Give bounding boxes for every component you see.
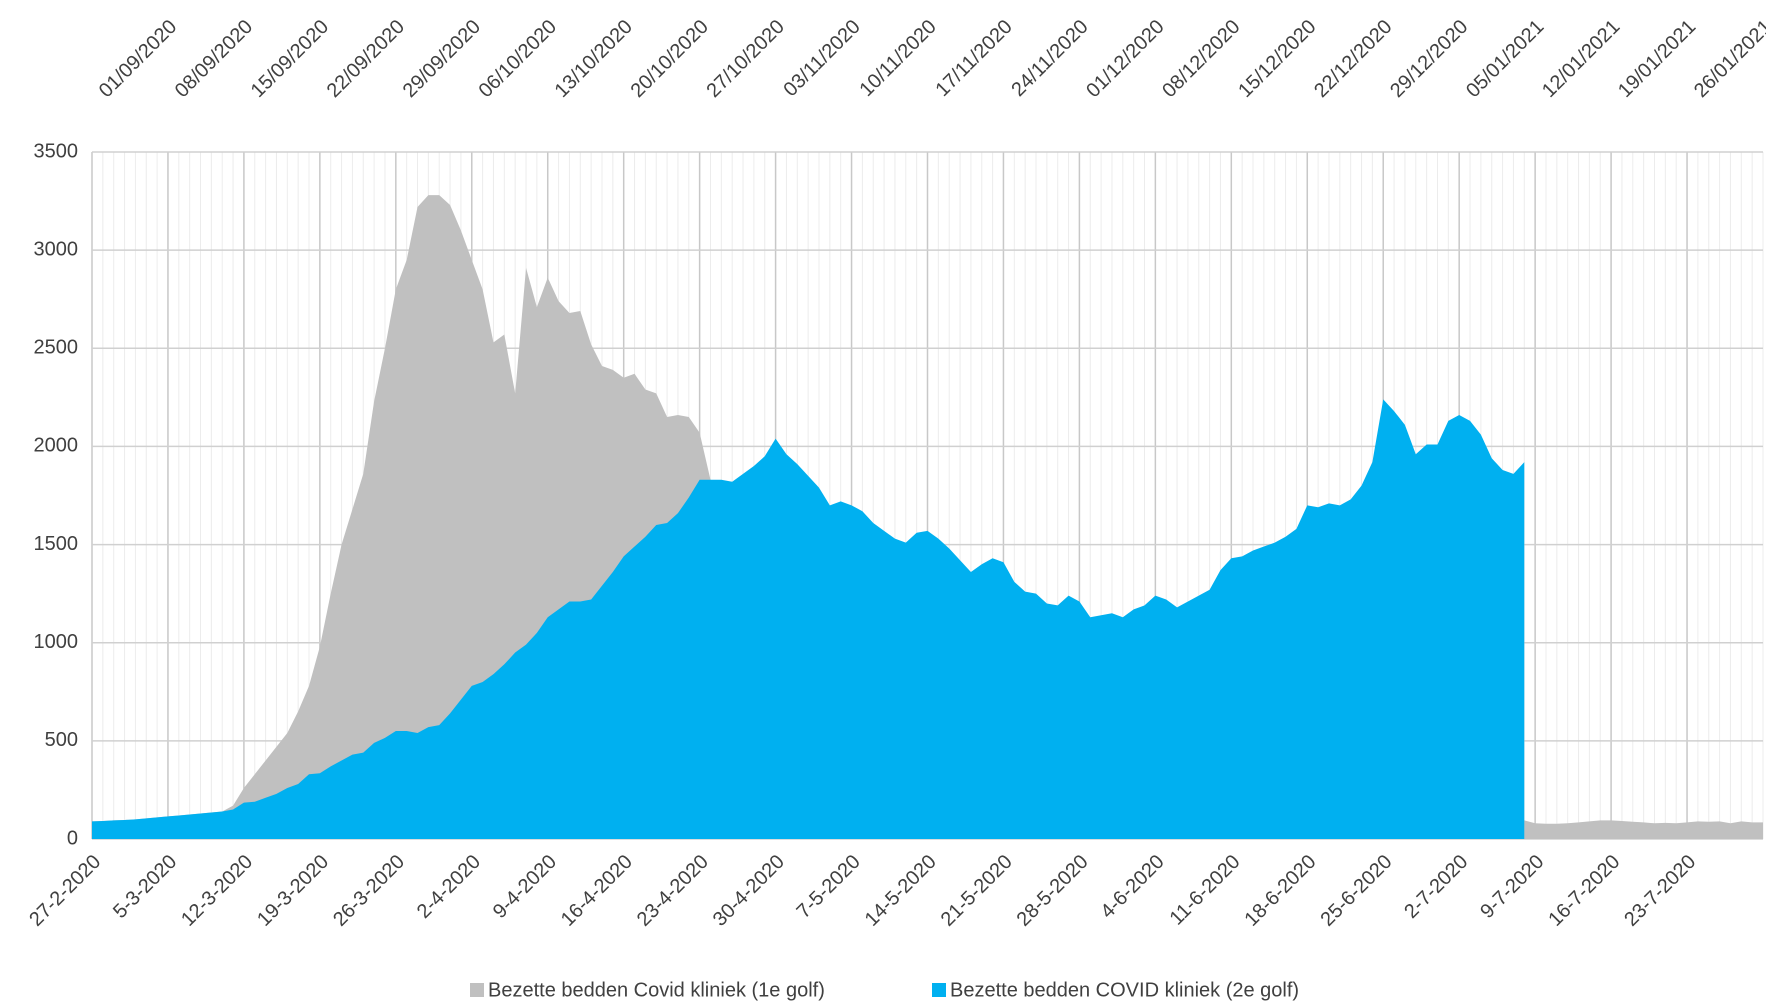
- x-tick-label: 30-4-2020: [709, 851, 789, 931]
- x-tick-label: 23-4-2020: [633, 851, 713, 931]
- x2-tick-label: 27/10/2020: [703, 16, 789, 102]
- y-tick-label: 2500: [34, 337, 79, 359]
- x-tick-label: 11-6-2020: [1166, 851, 1245, 930]
- x2-tick-label: 13/10/2020: [551, 16, 637, 102]
- x2-tick-label: 15/09/2020: [247, 16, 333, 102]
- x-tick-label: 25-6-2020: [1316, 851, 1396, 931]
- x-tick-label: 19-3-2020: [253, 851, 333, 931]
- x2-tick-label: 15/12/2020: [1234, 16, 1320, 102]
- x2-tick-label: 01/12/2020: [1082, 16, 1168, 102]
- x-tick-label: 9-7-2020: [1476, 851, 1548, 923]
- x2-tick-label: 17/11/2020: [931, 16, 1016, 101]
- x2-tick-label: 06/10/2020: [475, 16, 561, 102]
- x2-tick-label: 29/12/2020: [1386, 16, 1472, 102]
- x2-tick-label: 29/09/2020: [399, 16, 485, 102]
- x-tick-label: 2-4-2020: [413, 851, 485, 923]
- legend-label: Bezette bedden COVID kliniek (2e golf): [950, 979, 1299, 1001]
- y-tick-label: 3000: [34, 238, 79, 260]
- x2-tick-label: 08/09/2020: [171, 16, 257, 102]
- x-tick-label: 26-3-2020: [329, 851, 409, 931]
- x-tick-label: 14-5-2020: [861, 851, 941, 931]
- x2-tick-label: 10/11/2020: [855, 16, 940, 101]
- legend-label: Bezette bedden Covid kliniek (1e golf): [488, 979, 825, 1001]
- x-tick-label: 5-3-2020: [109, 851, 181, 923]
- x-tick-label: 27-2-2020: [25, 851, 105, 931]
- x-tick-label: 16-4-2020: [557, 851, 637, 931]
- legend-swatch: [470, 983, 484, 997]
- x2-tick-label: 22/09/2020: [323, 16, 409, 102]
- area: [92, 399, 1525, 839]
- x2-tick-label: 26/01/2021: [1690, 16, 1766, 102]
- x2-tick-label: 24/11/2020: [1007, 16, 1092, 101]
- x-tick-label: 28-5-2020: [1013, 851, 1093, 931]
- x2-tick-label: 05/01/2021: [1462, 16, 1548, 102]
- x2-tick-label: 19/01/2021: [1614, 16, 1700, 102]
- x2-tick-label: 03/11/2020: [780, 16, 865, 101]
- x2-tick-label: 12/01/2021: [1538, 16, 1624, 102]
- x2-tick-label: 22/12/2020: [1310, 16, 1396, 102]
- x-tick-label: 18-6-2020: [1241, 851, 1321, 931]
- y-tick-label: 2000: [34, 435, 79, 457]
- x-tick-label: 7-5-2020: [793, 851, 865, 923]
- y-tick-label: 0: [67, 827, 78, 849]
- x2-tick-label: 01/09/2020: [95, 16, 181, 102]
- x2-tick-label: 20/10/2020: [627, 16, 713, 102]
- x-tick-label: 21-5-2020: [937, 851, 1017, 931]
- legend: Bezette bedden Covid kliniek (1e golf) Be…: [470, 979, 1299, 1001]
- x-tick-label: 23-7-2020: [1620, 851, 1700, 931]
- y-tick-label: 1500: [34, 533, 79, 555]
- x-tick-label: 2-7-2020: [1400, 851, 1472, 923]
- x-tick-label: 12-3-2020: [177, 851, 257, 931]
- y-tick-label: 500: [45, 729, 78, 751]
- x-tick-label: 4-6-2020: [1096, 851, 1168, 923]
- x-tick-label: 16-7-2020: [1544, 851, 1624, 931]
- legend-swatch: [932, 983, 946, 997]
- y-tick-label: 1000: [34, 631, 79, 653]
- x-tick-label: 9-4-2020: [489, 851, 561, 923]
- x2-tick-label: 08/12/2020: [1158, 16, 1244, 102]
- y-tick-label: 3500: [34, 140, 79, 162]
